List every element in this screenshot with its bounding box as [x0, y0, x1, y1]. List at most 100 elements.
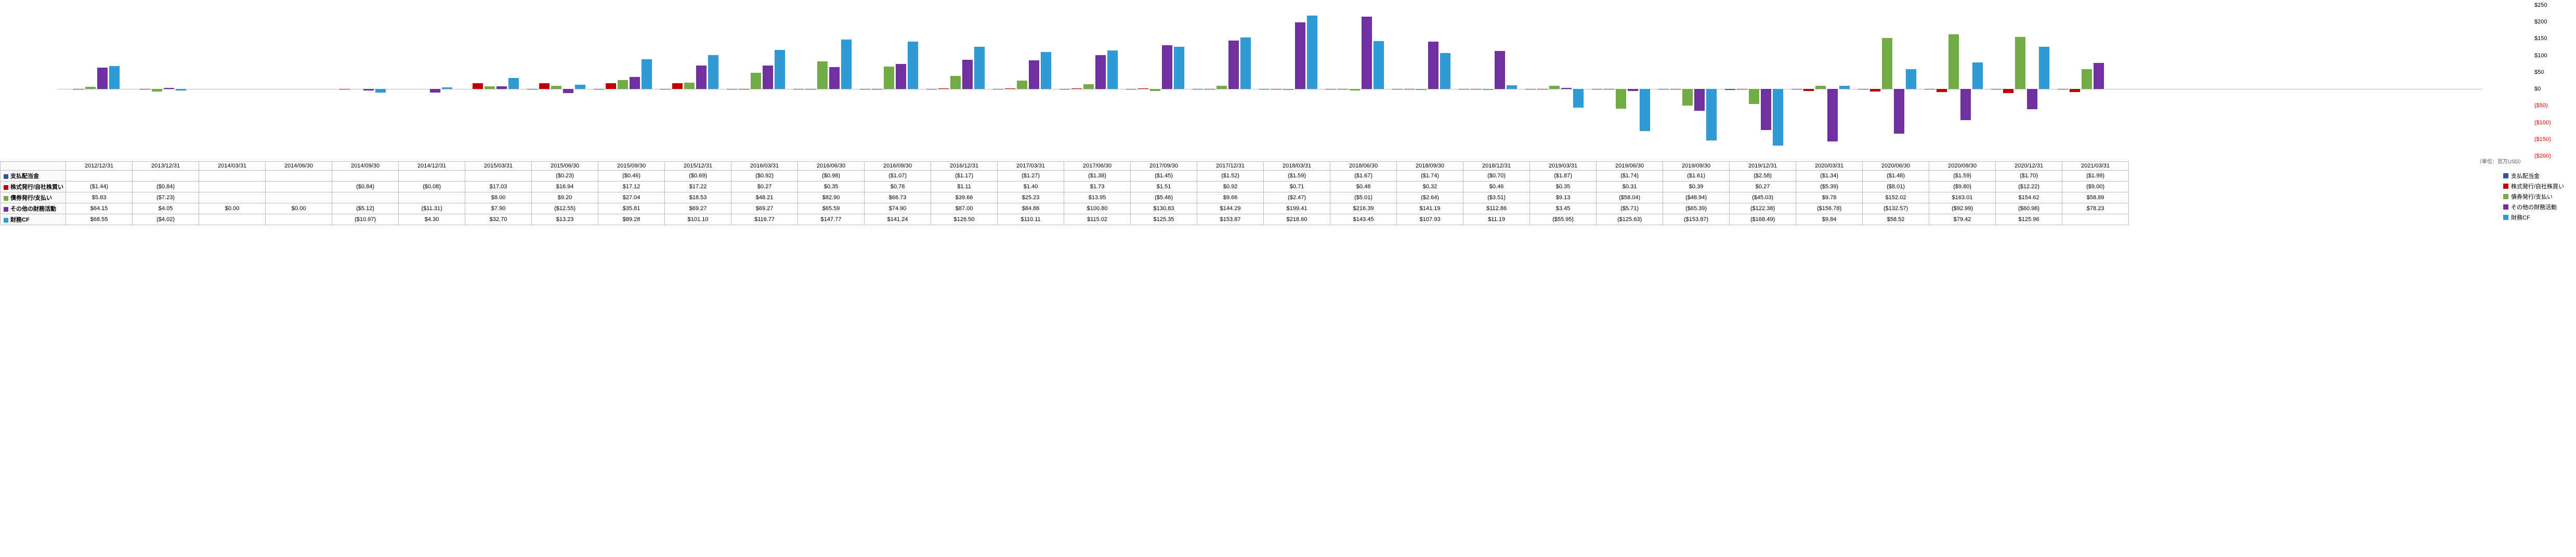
col-header: 2018/09/30 — [1397, 162, 1463, 171]
cell: $9.78 — [1796, 192, 1863, 203]
bar-debt — [1483, 89, 1493, 90]
cell: $115.02 — [1064, 214, 1131, 225]
y-tick: ($200) — [2534, 153, 2566, 159]
cell — [199, 182, 266, 192]
row-label: 財務CF — [10, 217, 30, 223]
cell: ($12.22) — [1996, 182, 2062, 192]
bar-other — [2094, 63, 2104, 89]
cell: ($1.45) — [1131, 171, 1197, 182]
cell: $79.42 — [1929, 214, 1996, 225]
cell: $1.51 — [1131, 182, 1197, 192]
cell: $0.35 — [1530, 182, 1597, 192]
col-header: 2018/03/31 — [1264, 162, 1330, 171]
cell: $218.60 — [1264, 214, 1330, 225]
legend-swatch — [2503, 184, 2508, 189]
cell: ($2.58) — [1730, 171, 1796, 182]
cell: $0.00 — [266, 203, 332, 214]
bar-other — [1960, 89, 1971, 120]
cell — [266, 192, 332, 203]
cell: $4.30 — [399, 214, 465, 225]
bar-other — [1561, 88, 1572, 89]
legend-swatch — [2503, 215, 2508, 220]
cell: $84.86 — [998, 203, 1064, 214]
cell: ($5.46) — [1131, 192, 1197, 203]
cell: $107.93 — [1397, 214, 1463, 225]
cell: $143.45 — [1330, 214, 1397, 225]
cell: ($1.48) — [1863, 171, 1929, 182]
cell: $39.66 — [931, 192, 998, 203]
bar-cf — [1174, 47, 1184, 89]
cell: $0.39 — [1663, 182, 1730, 192]
y-tick: ($100) — [2534, 120, 2566, 126]
bar-cf — [508, 78, 519, 89]
cell: ($11.31) — [399, 203, 465, 214]
cell: $110.11 — [998, 214, 1064, 225]
bar-other — [97, 68, 108, 89]
col-header: 2020/06/30 — [1863, 162, 1929, 171]
cell: ($45.03) — [1730, 192, 1796, 203]
bar-debt — [2015, 37, 2025, 89]
cell: $64.15 — [66, 203, 133, 214]
cell: $0.31 — [1597, 182, 1663, 192]
bar-debt — [950, 76, 961, 89]
cell: $69.27 — [665, 203, 731, 214]
col-header: 2017/12/31 — [1197, 162, 1264, 171]
bar-debt — [551, 86, 561, 89]
table-corner — [1, 162, 66, 171]
cell: ($9.00) — [2062, 182, 2129, 192]
cell: $58.52 — [1863, 214, 1929, 225]
row-swatch — [4, 185, 8, 190]
row-header-cf: 財務CF — [1, 214, 66, 225]
cell: $199.41 — [1264, 203, 1330, 214]
cell: $65.59 — [798, 203, 865, 214]
y-tick: $150 — [2534, 35, 2566, 42]
cell: $48.21 — [731, 192, 798, 203]
cell: $17.22 — [665, 182, 731, 192]
cell: ($0.69) — [665, 171, 731, 182]
bar-equity — [473, 83, 483, 89]
cell: ($132.57) — [1863, 203, 1929, 214]
cell: ($5.01) — [1330, 192, 1397, 203]
bar-other — [1694, 89, 1705, 111]
cell: ($9.80) — [1929, 182, 1996, 192]
bar-debt — [152, 89, 162, 92]
col-header: 2019/03/31 — [1530, 162, 1597, 171]
row-label: 債券発行/支払い — [10, 195, 52, 201]
cell: ($55.95) — [1530, 214, 1597, 225]
data-table: 2012/12/312013/12/312014/03/312014/06/30… — [0, 161, 2129, 225]
bar-other — [1095, 55, 1106, 89]
bar-equity — [672, 83, 683, 89]
bar-debt — [1017, 81, 1027, 89]
bar-cf — [908, 42, 918, 89]
col-header: 2014/12/31 — [399, 162, 465, 171]
unit-label: （単位：百万USD） — [2477, 157, 2524, 165]
cell: ($1.87) — [1530, 171, 1597, 182]
bar-debt — [751, 73, 761, 89]
cell: ($58.04) — [1597, 192, 1663, 203]
legend-swatch — [2503, 204, 2508, 210]
bar-debt — [485, 86, 495, 89]
cell: $147.77 — [798, 214, 865, 225]
cell: ($5.12) — [332, 203, 399, 214]
bar-dividends — [1725, 89, 1735, 90]
cell — [266, 214, 332, 225]
bar-debt — [1749, 89, 1759, 104]
bar-debt — [1949, 34, 1959, 89]
cell: ($4.02) — [133, 214, 199, 225]
bar-equity — [1937, 89, 1947, 92]
cell: ($1.70) — [1996, 171, 2062, 182]
bar-cf — [1240, 37, 1251, 89]
bar-other — [2027, 89, 2037, 109]
cell: $100.80 — [1064, 203, 1131, 214]
col-header: 2017/03/31 — [998, 162, 1064, 171]
col-header: 2017/09/30 — [1131, 162, 1197, 171]
bar-debt — [2082, 69, 2092, 89]
cell: ($65.39) — [1663, 203, 1730, 214]
cell: ($0.98) — [798, 171, 865, 182]
bar-other — [1362, 17, 1372, 89]
col-header: 2021/03/31 — [2062, 162, 2129, 171]
legend-item: 財務CF — [2503, 213, 2566, 222]
col-header: 2018/06/30 — [1330, 162, 1397, 171]
bar-other — [696, 66, 707, 89]
row-header-equity: 株式発行/自社株買い — [1, 182, 66, 192]
